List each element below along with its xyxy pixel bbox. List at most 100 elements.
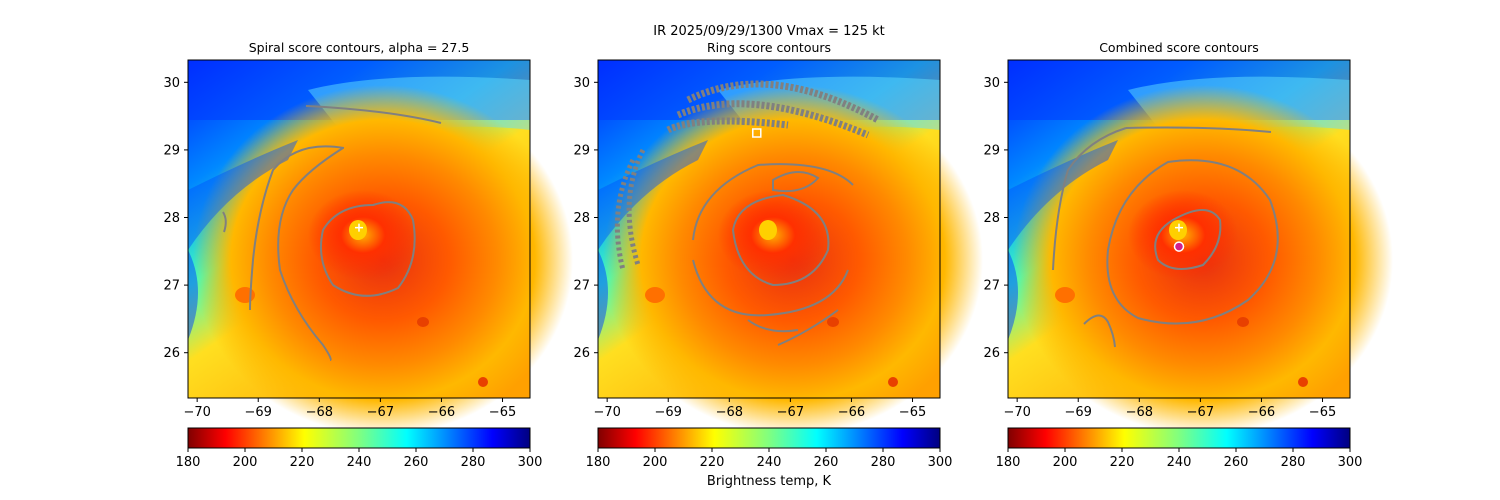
colorbar: 180 200 220 240 260 280 300 bbox=[176, 427, 543, 470]
colorbar-tick-label: 180 bbox=[586, 455, 611, 470]
x-tick-label: −68 bbox=[716, 405, 743, 420]
ring-contour bbox=[772, 171, 820, 193]
panel-combined: Combined score contours −70 −69 −68 −67 −66−… bbox=[983, 40, 1393, 470]
colorbar-tick-label: 300 bbox=[928, 455, 953, 470]
y-tick-label: 29 bbox=[983, 143, 1000, 158]
colorbar-tick-label: 280 bbox=[1281, 455, 1306, 470]
panel-title: Ring score contours bbox=[707, 40, 831, 55]
colorbar-tick-label: 180 bbox=[176, 455, 201, 470]
x-tick-label: −67 bbox=[1187, 405, 1214, 420]
colorbar-tick-label: 200 bbox=[233, 455, 258, 470]
spiral-contour bbox=[222, 211, 227, 233]
figure-suptitle: IR 2025/09/29/1300 Vmax = 125 kt bbox=[653, 24, 884, 39]
x-axis: −70 −69 −68 −67 −66 −65 bbox=[1003, 398, 1336, 420]
spiral-contour bbox=[320, 201, 416, 297]
y-tick-label: 30 bbox=[573, 76, 590, 91]
y-tick-label: 28 bbox=[573, 211, 590, 226]
colorbar-gradient bbox=[187, 427, 531, 449]
ring-marker bbox=[752, 128, 762, 138]
x-axis: −70 −69 −68 −67 −66 −65 bbox=[183, 398, 516, 420]
y-tick-label: 29 bbox=[573, 143, 590, 158]
colorbar-gradient bbox=[597, 427, 941, 449]
x-tick-label: −68 bbox=[1126, 405, 1153, 420]
ring-contour bbox=[692, 259, 849, 317]
y-tick-label: 26 bbox=[163, 346, 180, 361]
square-marker bbox=[752, 128, 762, 138]
colorbar-tick-label: 180 bbox=[996, 455, 1021, 470]
colorbar-tick-label: 200 bbox=[643, 455, 668, 470]
y-tick-label: 26 bbox=[983, 346, 1000, 361]
colorbar-tick-label: 280 bbox=[871, 455, 896, 470]
colorbar-tick-label: 240 bbox=[1167, 455, 1192, 470]
x-tick-label: −70 bbox=[1003, 405, 1030, 420]
colorbar-tick-label: 200 bbox=[1053, 455, 1078, 470]
y-tick-label: 28 bbox=[983, 211, 1000, 226]
ring-contour bbox=[692, 163, 854, 241]
colorbar-tick-label: 260 bbox=[404, 455, 429, 470]
axes-frame bbox=[597, 59, 941, 399]
ring-contour bbox=[731, 193, 830, 287]
x-tick-label: −69 bbox=[655, 405, 682, 420]
x-tick-label: −66 bbox=[428, 405, 455, 420]
y-axis: 26 27 28 29 30 bbox=[163, 76, 188, 361]
spiral-contour bbox=[277, 147, 344, 361]
center-marker bbox=[355, 223, 363, 232]
colorbar: 180 200 220 240 260 280 300 bbox=[586, 427, 953, 470]
colorbar-tick-label: 260 bbox=[1224, 455, 1249, 470]
y-tick-label: 30 bbox=[983, 76, 1000, 91]
colorbar-tick-label: 300 bbox=[518, 455, 543, 470]
x-tick-label: −67 bbox=[367, 405, 394, 420]
colorbar-tick-label: 240 bbox=[347, 455, 372, 470]
x-tick-label: −65 bbox=[1309, 405, 1336, 420]
y-tick-label: 28 bbox=[163, 211, 180, 226]
colorbar: 180 200 220 240 260 280 300 bbox=[996, 427, 1363, 470]
colorbar-tick-label: 260 bbox=[814, 455, 839, 470]
y-tick-label: 27 bbox=[163, 279, 180, 294]
colorbar-tick-label: 300 bbox=[1338, 455, 1363, 470]
x-tick-label: −70 bbox=[593, 405, 620, 420]
panel-spiral: Spiral score contours, alpha = 27.5 −70 −… bbox=[163, 40, 573, 470]
x-tick-label: −70 bbox=[183, 405, 210, 420]
ring-contour bbox=[747, 309, 839, 346]
colorbar-tick-label: 220 bbox=[290, 455, 315, 470]
panel-ring: Ring score contours −70 −69 −68 −67 −66 −65 2… bbox=[573, 40, 983, 489]
spiral-contour bbox=[305, 105, 442, 124]
combined-contour bbox=[1106, 159, 1279, 325]
x-tick-label: −69 bbox=[1065, 405, 1092, 420]
colorbar-tick-label: 220 bbox=[700, 455, 725, 470]
x-tick-label: −68 bbox=[306, 405, 333, 420]
combined-marker bbox=[1173, 241, 1185, 252]
brightness-temperature-field bbox=[188, 60, 573, 435]
colorbar-tick-label: 240 bbox=[757, 455, 782, 470]
y-tick-label: 27 bbox=[573, 279, 590, 294]
y-tick-label: 30 bbox=[163, 76, 180, 91]
combined-contour bbox=[1154, 209, 1222, 270]
spiral-contour bbox=[249, 145, 345, 311]
circle-marker bbox=[1173, 241, 1185, 252]
x-tick-label: −66 bbox=[1248, 405, 1275, 420]
y-tick-label: 27 bbox=[983, 279, 1000, 294]
combined-contour bbox=[1125, 126, 1272, 133]
brightness-temperature-field bbox=[1008, 60, 1393, 435]
x-tick-label: −66 bbox=[838, 405, 865, 420]
colorbar-tick-label: 220 bbox=[1110, 455, 1135, 470]
x-tick-label: −65 bbox=[899, 405, 926, 420]
y-axis: 26 27 28 29 30 bbox=[983, 76, 1008, 361]
colorbar-tick-label: 280 bbox=[461, 455, 486, 470]
ring-contour-band bbox=[614, 148, 646, 271]
panel-title: Spiral score contours, alpha = 27.5 bbox=[249, 40, 470, 55]
brightness-temperature-field bbox=[598, 60, 983, 435]
y-tick-label: 29 bbox=[163, 143, 180, 158]
x-axis: −70 −69 −68 −67 −66 −65 bbox=[593, 398, 926, 420]
colorbar-gradient bbox=[1007, 427, 1351, 449]
axes-frame bbox=[1007, 59, 1351, 399]
x-tick-label: −67 bbox=[777, 405, 804, 420]
combined-contour bbox=[1083, 314, 1116, 348]
y-axis: 26 27 28 29 30 bbox=[573, 76, 598, 361]
colorbar-label: Brightness temp, K bbox=[707, 474, 832, 489]
x-tick-label: −65 bbox=[489, 405, 516, 420]
axes-frame bbox=[187, 59, 531, 399]
ring-contour-band bbox=[666, 80, 880, 139]
y-tick-label: 26 bbox=[573, 346, 590, 361]
